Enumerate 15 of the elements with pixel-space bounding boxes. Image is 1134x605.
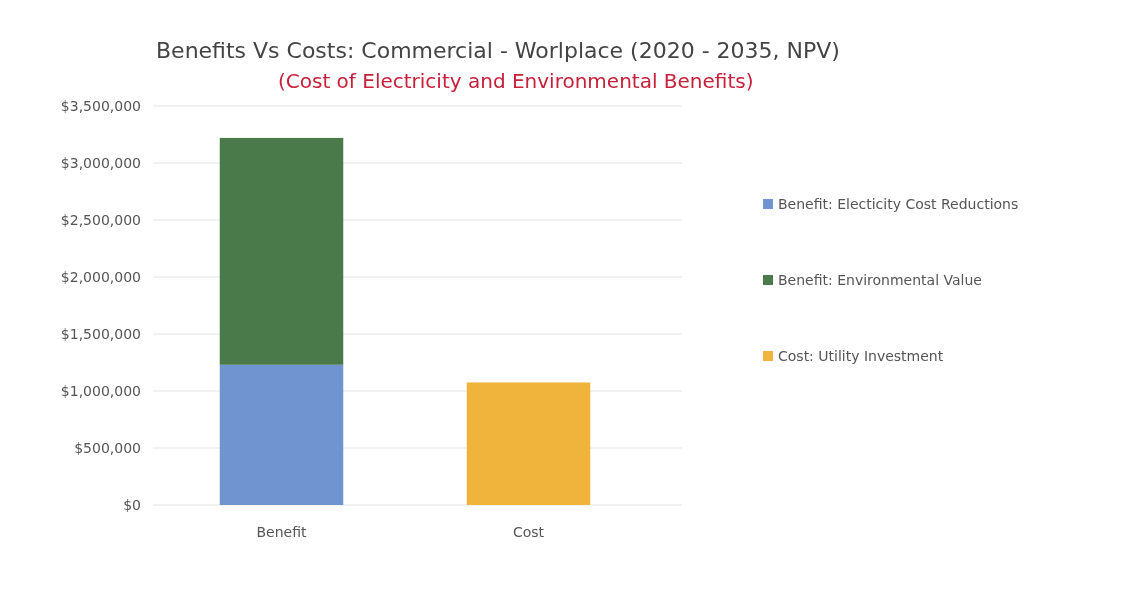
- y-tick-label: $3,500,000: [60, 98, 141, 114]
- x-tick-label: Cost: [512, 524, 545, 540]
- y-tick-label: $2,500,000: [60, 212, 141, 228]
- y-tick-label: $2,000,000: [60, 269, 141, 285]
- y-tick-label: $1,000,000: [60, 383, 141, 399]
- legend-label: Cost: Utility Investment: [778, 348, 944, 364]
- y-tick-label: $500,000: [74, 440, 141, 456]
- y-tick-label: $1,500,000: [60, 326, 141, 342]
- y-tick-label: $3,000,000: [60, 155, 141, 171]
- x-tick-label: Benefit: [256, 524, 308, 540]
- y-tick-label: $0: [123, 497, 141, 513]
- legend-label: Benefit: Electicity Cost Reductions: [778, 196, 1019, 212]
- chart-title: Benefits Vs Costs: Commercial - Worlplace (2020 - 2035, NPV): [156, 38, 840, 63]
- chart-subtitle: (Cost of Electricity and Environmental Benefits): [278, 69, 754, 93]
- legend-label: Benefit: Environmental Value: [778, 272, 982, 288]
